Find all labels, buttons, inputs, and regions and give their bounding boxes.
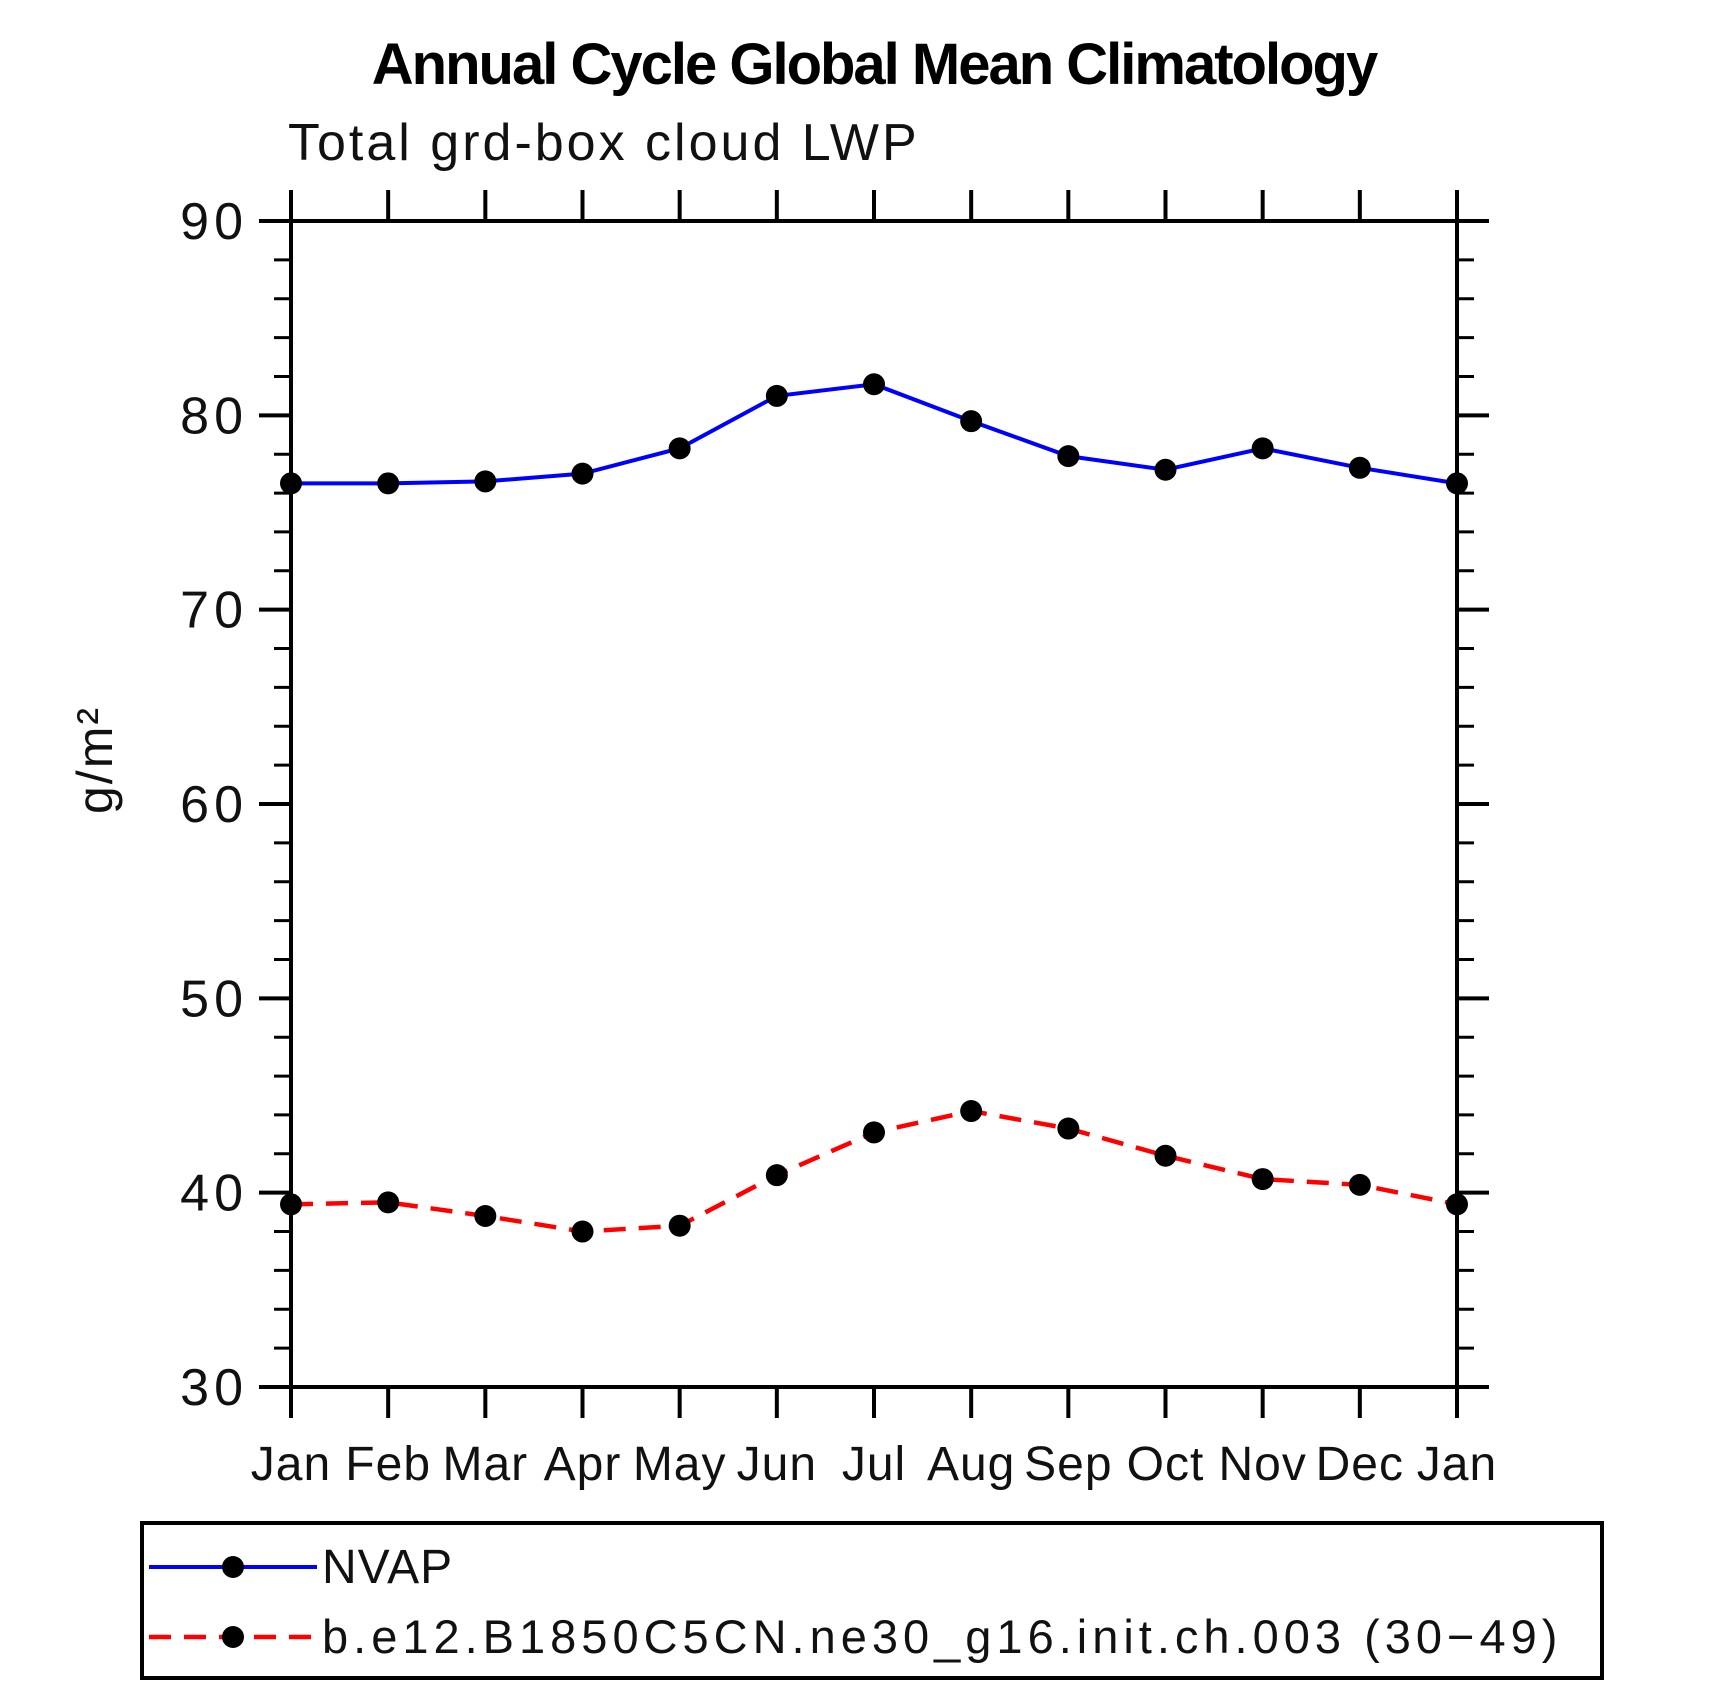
y-axis-label: g/m² xyxy=(67,706,123,814)
data-point-marker-1-7 xyxy=(960,1100,983,1123)
y-tick-label: 80 xyxy=(180,387,248,445)
data-point-marker-0-5 xyxy=(765,384,788,407)
y-tick-label: 90 xyxy=(180,193,248,251)
data-point-marker-1-8 xyxy=(1057,1117,1080,1140)
legend-label-nvap: NVAP xyxy=(322,1541,453,1594)
x-tick-label: May xyxy=(633,1438,727,1491)
x-tick-label: Mar xyxy=(442,1438,528,1491)
x-tick-label: Nov xyxy=(1218,1438,1306,1491)
y-tick-label: 60 xyxy=(180,776,248,834)
x-tick-label: Sep xyxy=(1024,1438,1112,1491)
data-point-marker-1-6 xyxy=(863,1121,885,1144)
data-point-marker-0-12 xyxy=(1446,472,1468,495)
y-tick-label: 30 xyxy=(180,1359,248,1417)
data-point-marker-1-5 xyxy=(765,1164,788,1187)
legend-box xyxy=(140,1521,1604,1680)
x-tick-label: Jul xyxy=(842,1438,906,1491)
x-tick-label: Aug xyxy=(927,1438,1015,1491)
legend-marker-model xyxy=(222,1626,244,1648)
data-point-marker-0-1 xyxy=(377,472,400,495)
data-point-marker-1-1 xyxy=(377,1191,400,1214)
data-point-marker-0-9 xyxy=(1154,458,1177,481)
data-point-marker-1-3 xyxy=(571,1220,594,1243)
y-tick-label: 50 xyxy=(180,970,248,1028)
data-point-marker-0-0 xyxy=(280,472,302,495)
data-point-marker-0-3 xyxy=(571,462,594,485)
data-point-marker-1-9 xyxy=(1154,1144,1177,1167)
data-point-marker-1-0 xyxy=(280,1193,302,1216)
data-point-marker-0-8 xyxy=(1057,445,1080,468)
legend: NVAP b.e12.B1850C5CN.ne30_g16.init.ch.00… xyxy=(140,1521,1604,1680)
series-group xyxy=(280,373,1468,1243)
series-line-0 xyxy=(291,382,1458,486)
data-point-marker-0-6 xyxy=(863,373,885,396)
x-tick-label: Jan xyxy=(1417,1438,1497,1491)
x-tick-label: Oct xyxy=(1127,1438,1205,1491)
x-tick-label: Dec xyxy=(1316,1438,1404,1491)
data-point-marker-0-2 xyxy=(474,470,497,493)
chart-title: Annual Cycle Global Mean Climatology xyxy=(372,32,1378,97)
data-point-marker-1-10 xyxy=(1251,1168,1274,1191)
data-point-marker-1-4 xyxy=(668,1214,691,1237)
x-tick-label: Jun xyxy=(737,1438,817,1491)
x-tick-label: Jan xyxy=(251,1438,331,1491)
legend-marker-nvap xyxy=(222,1556,244,1578)
x-tick-label: Feb xyxy=(345,1438,431,1491)
axes-group: Jan Feb Mar Apr May Jun Jul Aug Sep Oct Nov Dec Jan9… xyxy=(180,190,1497,1491)
x-tick-label: Apr xyxy=(544,1438,622,1491)
data-point-marker-1-11 xyxy=(1348,1173,1371,1196)
y-tick-label: 70 xyxy=(180,582,248,640)
data-point-marker-0-4 xyxy=(668,437,691,460)
y-tick-label: 40 xyxy=(180,1165,248,1223)
data-point-marker-0-7 xyxy=(960,410,983,433)
data-point-marker-1-12 xyxy=(1446,1193,1468,1216)
chart-subtitle: Total grd-box cloud LWP xyxy=(288,114,920,172)
data-point-marker-1-2 xyxy=(474,1204,497,1227)
data-point-marker-0-10 xyxy=(1251,437,1274,460)
legend-label-model: b.e12.B1850C5CN.ne30_g16.init.ch.003 (30… xyxy=(322,1610,1562,1663)
data-point-marker-0-11 xyxy=(1348,456,1371,479)
